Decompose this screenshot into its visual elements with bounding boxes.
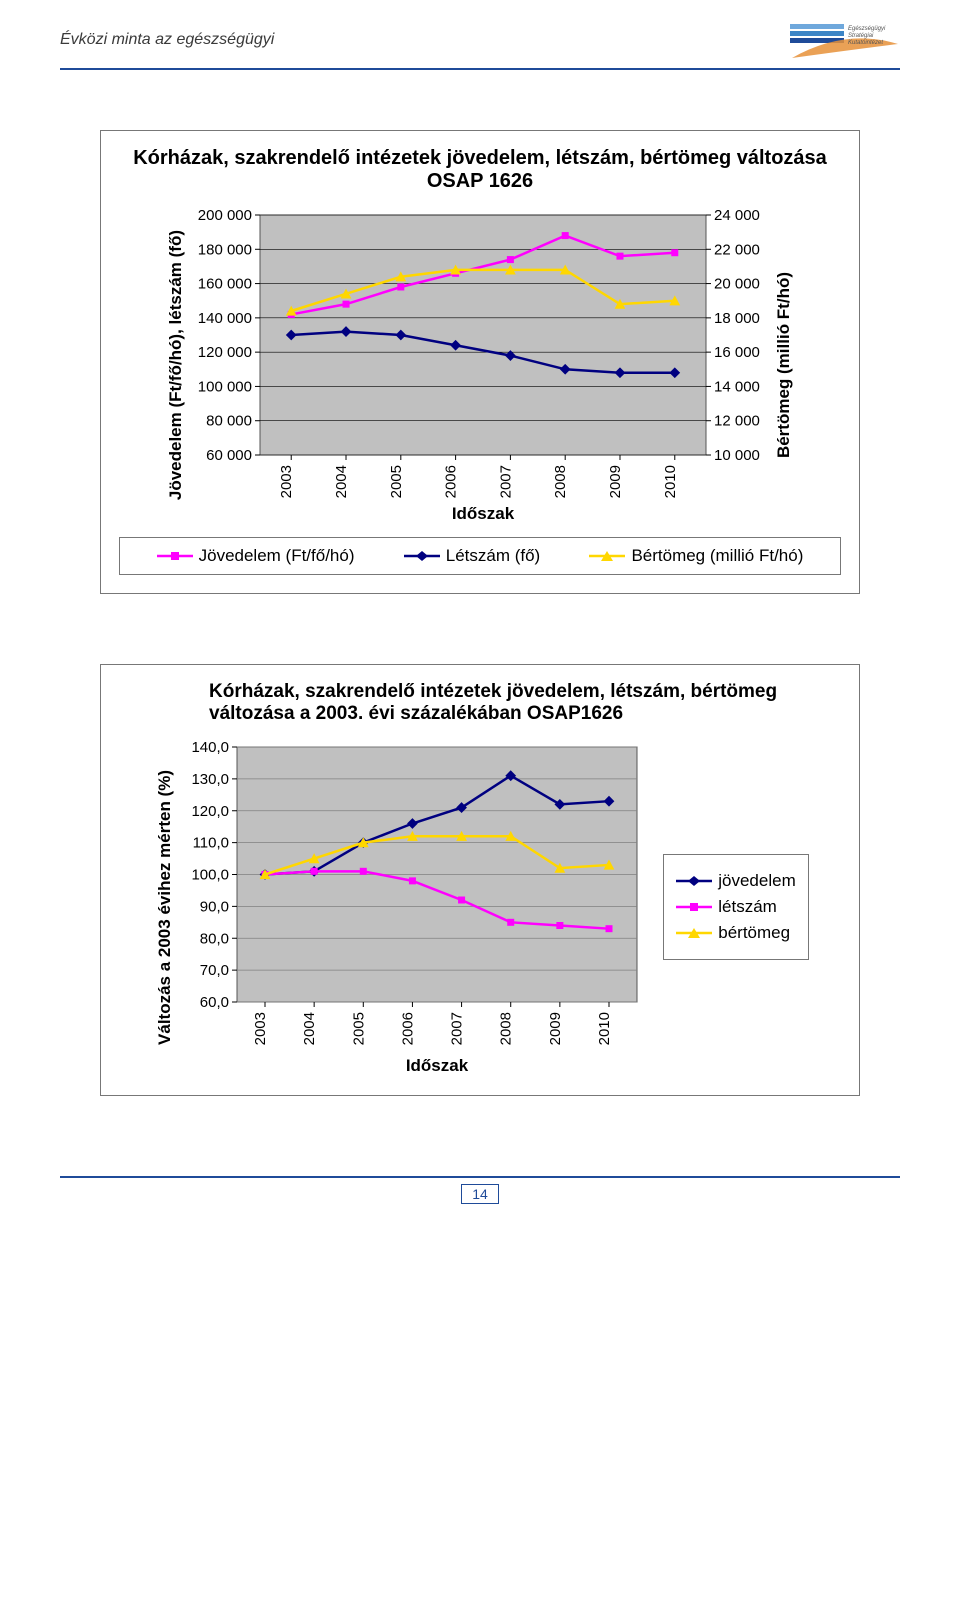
svg-text:2004: 2004 [301,1012,318,1045]
chart1-legend-bertomeg: Bértömeg (millió Ft/hó) [589,546,803,566]
svg-text:Stratégiai: Stratégiai [848,33,874,39]
chart2-container: Kórházak, szakrendelő intézetek jövedele… [100,664,860,1096]
svg-text:100 000: 100 000 [198,378,252,395]
chart2-title: Kórházak, szakrendelő intézetek jövedele… [119,681,841,725]
footer-rule [60,1176,900,1178]
svg-text:2007: 2007 [449,1012,466,1045]
header-logo: Egészségügyi Stratégiai Kutatóintézet [790,20,900,60]
chart1-legend-bertomeg-label: Bértömeg (millió Ft/hó) [631,546,803,566]
chart1-legend-jovedelem-label: Jövedelem (Ft/fő/hó) [199,546,355,566]
svg-text:100,0: 100,0 [192,867,230,884]
svg-text:18 000: 18 000 [714,310,760,327]
chart1-plot: 60 000 80 000 100 000 120 000 140 000 160 000… [190,205,770,525]
svg-text:2010: 2010 [662,465,679,498]
chart1-legend-letszam: Létszám (fő) [404,546,540,566]
svg-text:2009: 2009 [607,465,624,498]
svg-text:24 000: 24 000 [714,207,760,224]
chart1-legend-letszam-label: Létszám (fő) [446,546,540,566]
svg-text:120 000: 120 000 [198,344,252,361]
svg-text:140,0: 140,0 [192,739,230,756]
svg-text:20 000: 20 000 [714,276,760,293]
header-rule [60,68,900,70]
svg-text:130,0: 130,0 [192,771,230,788]
svg-text:2009: 2009 [547,1012,564,1045]
chart2-plot: 60,0 70,0 80,0 90,0 100,0 110,0 120,0 130,0 140,… [179,737,649,1077]
svg-text:2008: 2008 [552,465,569,498]
chart1-legend-jovedelem: Jövedelem (Ft/fő/hó) [157,546,355,566]
svg-text:Időszak: Időszak [452,504,515,523]
svg-text:60 000: 60 000 [206,447,252,464]
svg-text:80,0: 80,0 [200,930,229,947]
svg-text:180 000: 180 000 [198,241,252,258]
svg-text:2006: 2006 [400,1012,417,1045]
chart1-container: Kórházak, szakrendelő intézetek jövedele… [100,130,860,594]
page-footer: 14 [60,1176,900,1204]
svg-text:60,0: 60,0 [200,994,229,1011]
svg-text:Egészségügyi: Egészségügyi [848,26,886,32]
chart2-legend-jovedelem-label: jövedelem [718,871,796,891]
chart2-legend: jövedelem létszám bértömeg [663,854,809,960]
svg-text:2008: 2008 [498,1012,515,1045]
svg-text:80 000: 80 000 [206,413,252,430]
svg-text:2010: 2010 [596,1012,613,1045]
svg-text:140 000: 140 000 [198,310,252,327]
chart2-legend-letszam-label: létszám [718,897,777,917]
svg-text:2004: 2004 [333,465,350,498]
svg-text:2006: 2006 [443,465,460,498]
svg-text:160 000: 160 000 [198,276,252,293]
svg-text:Időszak: Időszak [406,1056,469,1075]
svg-text:14 000: 14 000 [714,378,760,395]
running-title: Évközi minta az egészségügyi [60,31,274,49]
svg-text:10 000: 10 000 [714,447,760,464]
chart1-y-right-label: Bértömeg (millió Ft/hó) [770,272,798,458]
svg-text:2005: 2005 [388,465,405,498]
chart2-legend-bertomeg: bértömeg [676,923,796,943]
chart1-y-left-label: Jövedelem (Ft/fő/hó), létszám (fő) [162,230,190,500]
svg-text:70,0: 70,0 [200,962,229,979]
chart1-legend: Jövedelem (Ft/fő/hó) Létszám (fő) Bértöm… [119,537,841,575]
svg-text:2007: 2007 [497,465,514,498]
page-number: 14 [461,1184,499,1204]
svg-text:2003: 2003 [278,465,295,498]
svg-text:12 000: 12 000 [714,413,760,430]
svg-text:16 000: 16 000 [714,344,760,361]
chart2-y-label: Változás a 2003 évihez mérten (%) [151,770,179,1045]
svg-text:2005: 2005 [351,1012,368,1045]
svg-text:200 000: 200 000 [198,207,252,224]
chart2-legend-jovedelem: jövedelem [676,871,796,891]
chart2-legend-bertomeg-label: bértömeg [718,923,790,943]
svg-text:120,0: 120,0 [192,803,230,820]
svg-text:22 000: 22 000 [714,241,760,258]
svg-text:2003: 2003 [252,1012,269,1045]
svg-text:90,0: 90,0 [200,898,229,915]
chart2-legend-letszam: létszám [676,897,796,917]
chart1-title: Kórházak, szakrendelő intézetek jövedele… [119,147,841,193]
svg-text:Kutatóintézet: Kutatóintézet [848,40,883,46]
svg-text:110,0: 110,0 [193,835,229,852]
